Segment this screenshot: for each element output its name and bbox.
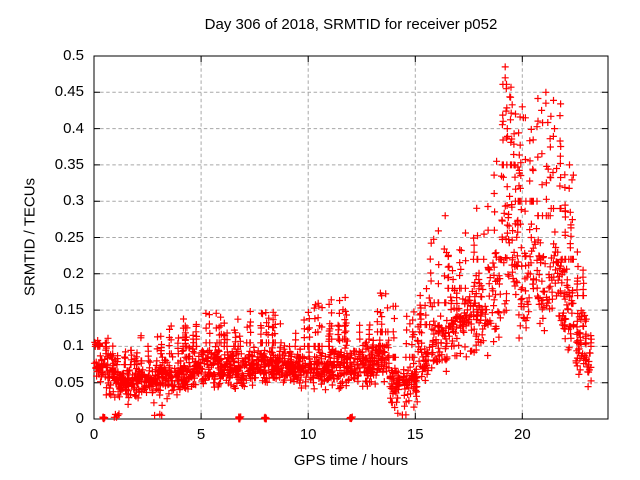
- grid-lines: [94, 56, 608, 419]
- x-axis-label: GPS time / hours: [293, 452, 409, 469]
- y-tick-label: 0.35: [54, 155, 84, 173]
- x-tick-label: 5: [196, 426, 206, 443]
- x-tick-label: 20: [513, 426, 531, 443]
- y-tick-label: 0: [75, 410, 84, 427]
- x-tick-label: 10: [299, 426, 317, 443]
- y-tick-label: 0.45: [54, 83, 84, 101]
- y-tick-label: 0.25: [54, 228, 84, 246]
- chart-title: Day 306 of 2018, SRMTID for receiver p05…: [204, 16, 498, 33]
- y-tick-label: 0.15: [54, 301, 84, 319]
- data-points: [90, 63, 595, 423]
- y-tick-label: 0.1: [63, 337, 84, 355]
- y-tick-label: 0.3: [63, 192, 84, 210]
- x-tick-label: 0: [89, 426, 99, 443]
- y-tick-label: 0.2: [63, 264, 84, 282]
- y-tick-label: 0.05: [54, 373, 84, 391]
- y-tick-label: 0.5: [63, 47, 84, 64]
- x-tick-label: 15: [406, 426, 424, 443]
- y-tick-label: 0.4: [63, 119, 84, 137]
